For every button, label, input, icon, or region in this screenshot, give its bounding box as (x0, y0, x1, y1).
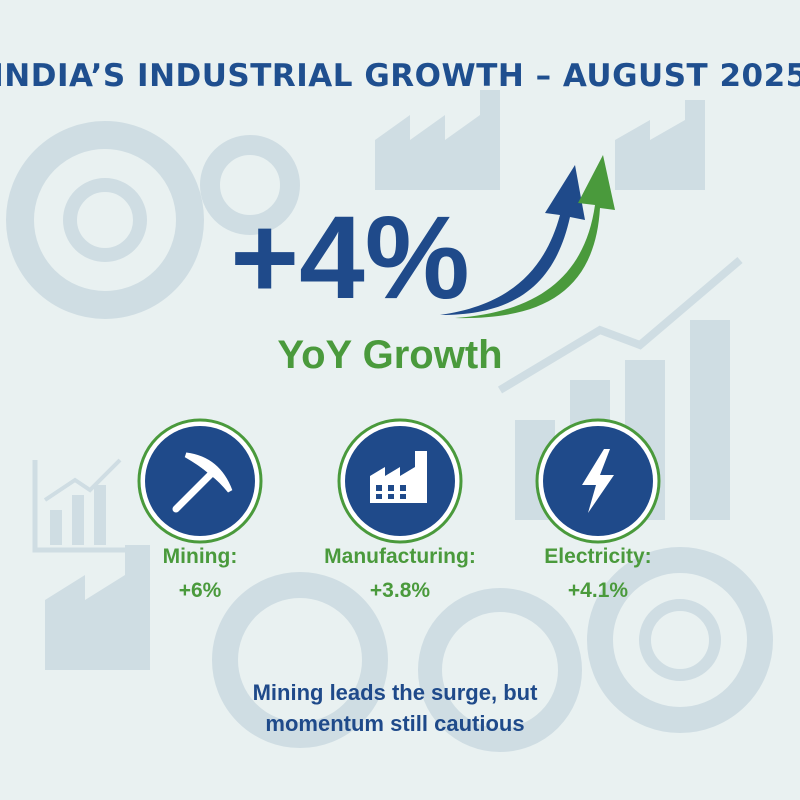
sector-value: +3.8% (370, 579, 430, 602)
sector-label: Electricity: (544, 545, 651, 568)
headline-value: +4% (230, 192, 469, 324)
headline-caption: YoY Growth (277, 333, 502, 377)
footer-line: momentum still cautious (265, 711, 524, 736)
growth-arrows (440, 155, 615, 319)
sector-value: +4.1% (568, 579, 628, 602)
sector-icons (137, 418, 661, 544)
sector-label: Mining: (163, 545, 238, 568)
footer: Mining leads the surge, but momentum stil… (253, 680, 538, 736)
footer-line: Mining leads the surge, but (253, 680, 538, 705)
sectors: Mining: +6% Manufacturing: +3.8% Electricity… (163, 545, 652, 602)
sector-value: +6% (179, 579, 222, 602)
sector-label: Manufacturing: (324, 545, 476, 568)
title: INDIA’S INDUSTRIAL GROWTH – AUGUST 2025 (0, 58, 800, 94)
